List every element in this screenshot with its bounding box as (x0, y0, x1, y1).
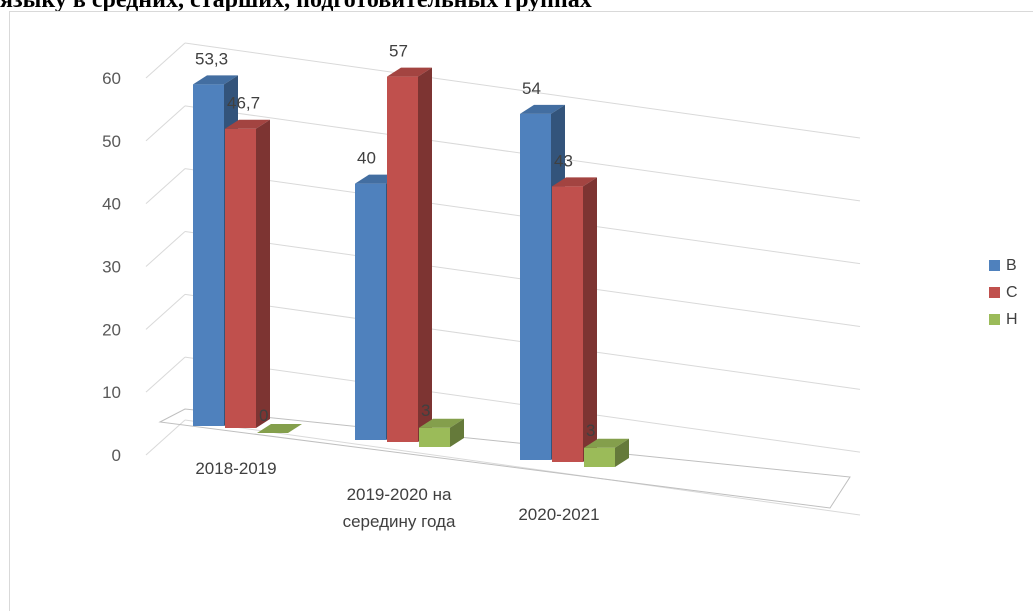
legend-label-n: Н (1006, 310, 1018, 328)
chart-frame (9, 11, 1033, 611)
x-tick-label: 2018-2019 (195, 459, 276, 478)
gridline (184, 419, 861, 516)
data-label: 46,7 (227, 94, 260, 113)
bar-side (418, 67, 432, 442)
gridline-side (145, 231, 186, 267)
legend-item-s: С (989, 279, 1018, 306)
data-label: 54 (522, 79, 541, 98)
gridline (184, 42, 861, 139)
legend-label-v: В (1006, 256, 1017, 274)
page-heading: языку в средних, старших, подготовительн… (0, 0, 592, 13)
bar-top (419, 418, 464, 428)
gridline-side (145, 168, 186, 205)
y-tick-label: 50 (102, 132, 121, 151)
legend-label-s: С (1006, 283, 1018, 301)
x-tick-label: 2020-2021 (518, 505, 599, 524)
bar-front (387, 76, 418, 442)
bar-front (520, 113, 551, 460)
gridline-side (145, 105, 186, 142)
bar-side (256, 119, 270, 428)
data-label: 3 (421, 401, 430, 420)
y-tick-label: 0 (112, 446, 121, 465)
gridline-side (145, 419, 186, 456)
legend-item-n: Н (989, 306, 1018, 333)
legend: В С Н (989, 252, 1018, 333)
gridline-side (145, 356, 186, 393)
data-label: 40 (357, 149, 376, 168)
data-label: 0 (259, 406, 268, 425)
y-tick-label: 20 (102, 320, 121, 339)
gridline-side (145, 42, 186, 79)
y-tick-label: 30 (102, 258, 121, 277)
bar-top (193, 75, 238, 85)
legend-swatch-s (989, 287, 1000, 298)
bar-top (387, 67, 432, 77)
data-label: 43 (554, 151, 573, 170)
legend-swatch-n (989, 314, 1000, 325)
chart-floor (158, 408, 851, 509)
y-tick-label: 10 (102, 383, 121, 402)
bar-side (615, 438, 629, 467)
y-tick-label: 60 (102, 69, 121, 88)
legend-swatch-v (989, 260, 1000, 271)
bar-top (584, 438, 629, 448)
bar-front (552, 186, 583, 462)
bar-front (355, 183, 386, 440)
x-tick-label: 2019-2020 на (347, 485, 452, 504)
bar-side (583, 177, 597, 462)
bar-front (419, 427, 450, 447)
x-tick-label: середину года (343, 512, 456, 531)
bar-top (257, 424, 302, 433)
bar-top (552, 177, 597, 187)
bar-side (450, 418, 464, 447)
data-label: 3 (586, 421, 595, 440)
gridline-side (145, 293, 186, 330)
bar-top (225, 119, 270, 129)
bar-front (193, 84, 224, 426)
bar-front (584, 447, 615, 467)
bar-front (225, 128, 256, 428)
bar-top (520, 104, 565, 114)
legend-item-v: В (989, 252, 1018, 279)
data-label: 53,3 (195, 49, 228, 68)
y-tick-label: 40 (102, 195, 121, 214)
data-label: 57 (389, 42, 408, 61)
